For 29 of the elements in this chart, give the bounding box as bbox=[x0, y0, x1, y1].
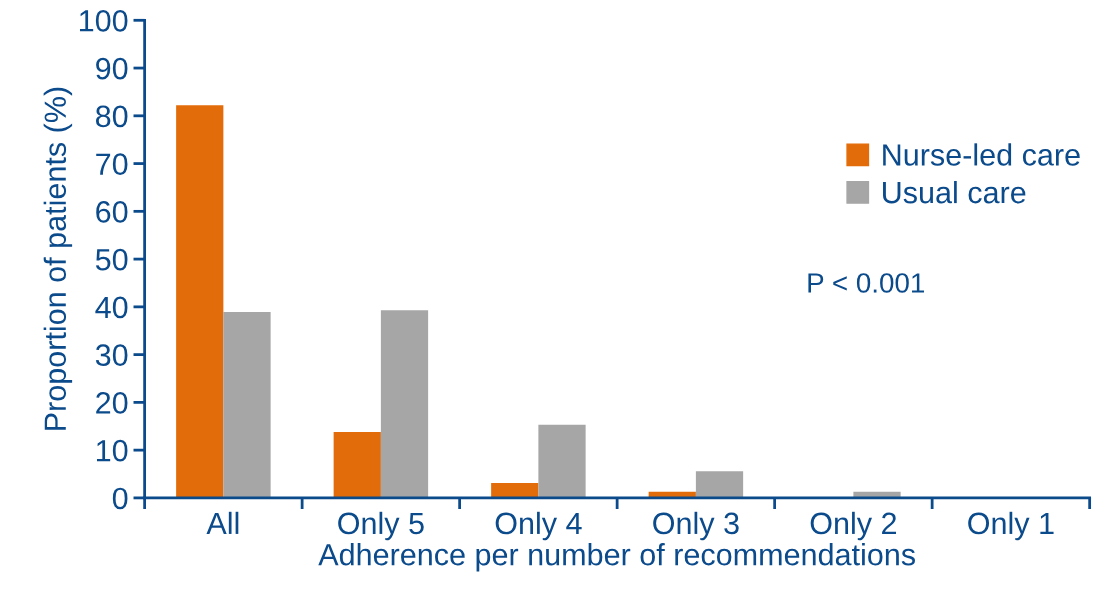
x-tick-label: Only 1 bbox=[968, 511, 1054, 541]
y-tick-label: 0 bbox=[112, 487, 128, 510]
y-tick-label: 70 bbox=[96, 153, 128, 175]
legend-label: Nurse-led care bbox=[883, 143, 1080, 166]
y-tick-label: 80 bbox=[96, 105, 128, 128]
annotation: P < 0.001 bbox=[808, 273, 924, 293]
bar bbox=[538, 424, 586, 498]
y-tick-label: 40 bbox=[95, 296, 128, 319]
bar bbox=[380, 310, 429, 498]
x-tick-label: Only 5 bbox=[338, 511, 424, 541]
x-tick-label: Only 2 bbox=[810, 511, 897, 541]
bar bbox=[176, 105, 224, 498]
y-tick-label: 90 bbox=[96, 57, 128, 80]
x-axis-title: Adherence per number of recommendations bbox=[318, 543, 915, 572]
x-tick-label: Only 3 bbox=[653, 511, 739, 541]
x-tick-label: All bbox=[206, 511, 239, 534]
y-tick-label: 10 bbox=[97, 439, 128, 462]
y-tick-label: 20 bbox=[96, 392, 128, 414]
y-tick-label: 100 bbox=[80, 10, 128, 32]
bar bbox=[491, 483, 539, 498]
x-tick-label: Only 4 bbox=[495, 511, 582, 541]
bar bbox=[333, 431, 381, 498]
y-tick-label: 50 bbox=[95, 248, 128, 271]
y-tick-label: 60 bbox=[96, 201, 128, 223]
bar bbox=[695, 471, 744, 498]
bar bbox=[223, 312, 271, 498]
y-axis-title: Proportion of patients (%) bbox=[43, 87, 73, 430]
legend-label: Usual care bbox=[883, 180, 1026, 204]
y-tick-label: 30 bbox=[95, 344, 128, 366]
